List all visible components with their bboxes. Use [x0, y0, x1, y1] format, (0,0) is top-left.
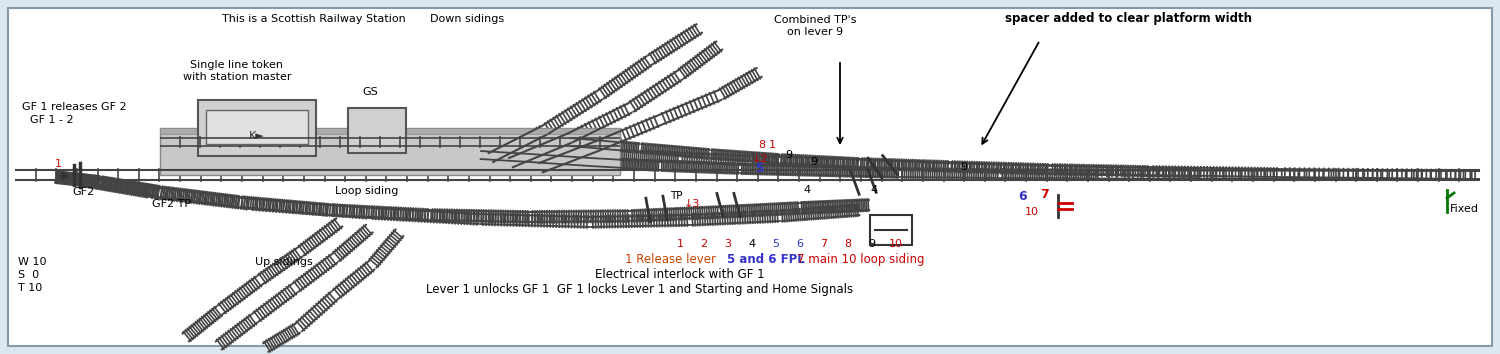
Text: 2: 2 [700, 239, 708, 249]
Text: Fixed: Fixed [1450, 204, 1479, 214]
Text: 1: 1 [56, 159, 62, 169]
Bar [870, 215, 912, 245]
Text: 10: 10 [1024, 207, 1039, 217]
Text: 7 main 10 loop siding: 7 main 10 loop siding [796, 253, 924, 266]
Text: 5 and 6 FPL: 5 and 6 FPL [728, 253, 804, 266]
Text: 8: 8 [758, 140, 765, 150]
Text: 1: 1 [676, 239, 684, 249]
Text: K►: K► [249, 131, 266, 141]
Bar [206, 110, 308, 144]
Text: 5: 5 [772, 239, 780, 249]
Text: 9: 9 [810, 157, 818, 167]
Text: 1 Release lever: 1 Release lever [626, 253, 716, 266]
Bar [348, 108, 406, 153]
Text: ↓3: ↓3 [684, 199, 700, 209]
Text: 9: 9 [960, 162, 968, 172]
Text: 6: 6 [796, 239, 804, 249]
Text: 4: 4 [802, 185, 810, 195]
Text: This is a Scottish Railway Station: This is a Scottish Railway Station [222, 14, 405, 24]
Text: Single line token: Single line token [190, 60, 284, 70]
Text: TP: TP [670, 191, 682, 201]
Text: Combined TP's
on lever 9: Combined TP's on lever 9 [774, 16, 856, 37]
Text: 7: 7 [821, 239, 828, 249]
Text: Lever 1 unlocks GF 1  GF 1 locks Lever 1 and Starting and Home Signals: Lever 1 unlocks GF 1 GF 1 locks Lever 1 … [426, 283, 853, 296]
Text: GS: GS [362, 87, 378, 97]
Text: 4: 4 [748, 239, 756, 249]
Bar [160, 128, 620, 175]
Text: Loop siding: Loop siding [334, 186, 399, 196]
Text: 4: 4 [870, 185, 877, 195]
Text: GF2: GF2 [72, 187, 94, 197]
Text: Electrical interlock with GF 1: Electrical interlock with GF 1 [596, 268, 765, 281]
Bar [198, 100, 316, 156]
Text: W 10: W 10 [18, 257, 46, 267]
Text: T 10: T 10 [18, 283, 42, 293]
Text: ↓2: ↓2 [752, 154, 768, 164]
Text: 6: 6 [1019, 190, 1026, 203]
Text: with station master: with station master [183, 72, 291, 82]
Text: 1: 1 [770, 140, 776, 150]
Text: 10: 10 [890, 239, 903, 249]
Text: 5: 5 [754, 162, 764, 175]
Text: spacer added to clear platform width: spacer added to clear platform width [1005, 12, 1252, 25]
Text: 7: 7 [1040, 188, 1048, 201]
Text: Down sidings: Down sidings [430, 14, 504, 24]
Text: GF 1 - 2: GF 1 - 2 [30, 115, 74, 125]
Text: GF2 TP: GF2 TP [152, 199, 190, 209]
Text: 8: 8 [844, 239, 852, 249]
Text: S  0: S 0 [18, 270, 39, 280]
Text: 9: 9 [784, 150, 792, 160]
Bar [160, 128, 620, 134]
Text: Up sidings: Up sidings [255, 257, 312, 267]
Text: 3: 3 [724, 239, 732, 249]
Text: GF 1 releases GF 2: GF 1 releases GF 2 [22, 102, 126, 112]
Text: 9: 9 [868, 239, 876, 249]
